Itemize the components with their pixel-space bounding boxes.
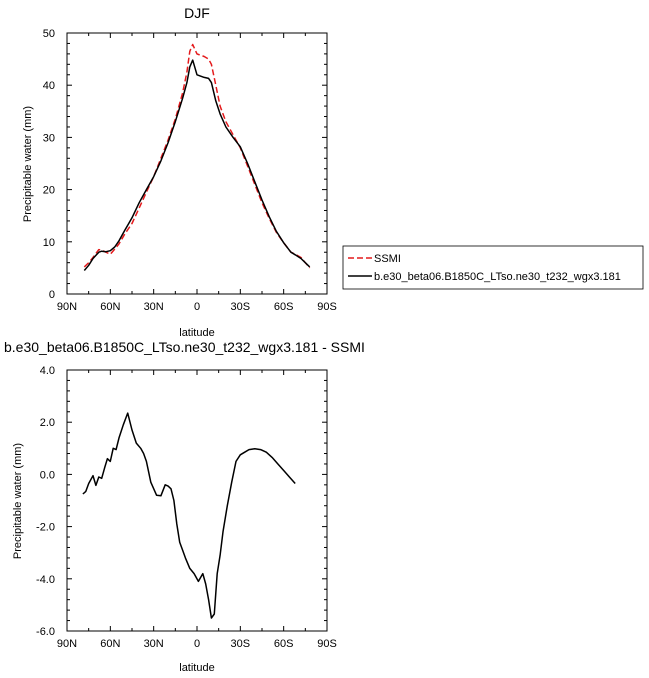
top-xtick-label: 0 bbox=[194, 301, 200, 313]
legend-box bbox=[342, 245, 644, 290]
legend: SSMI b.e30_beta06.B1850C_LTso.ne30_t232_… bbox=[342, 245, 644, 290]
bottom-xtick-label: 90S bbox=[317, 638, 337, 650]
top-series-line-1 bbox=[83, 59, 311, 271]
top-ytick-label: 50 bbox=[43, 28, 55, 40]
bottom-panel: b.e30_beta06.B1850C_LTso.ne30_t232_wgx3.… bbox=[4, 339, 365, 674]
top-ytick-label: 0 bbox=[49, 289, 55, 301]
bottom-ytick-label: -4.0 bbox=[36, 574, 55, 586]
top-xlabel: latitude bbox=[179, 327, 214, 339]
top-chart-title: DJF bbox=[184, 5, 210, 21]
top-ytick-label: 30 bbox=[43, 132, 55, 144]
bottom-ytick-label: 4.0 bbox=[40, 365, 55, 377]
top-ylabel: Precipitable water (mm) bbox=[22, 106, 34, 222]
top-ytick-label: 20 bbox=[43, 185, 55, 197]
bottom-xtick-label: 90N bbox=[57, 638, 77, 650]
legend-label-ssmi: SSMI bbox=[374, 253, 401, 265]
bottom-xtick-label: 60N bbox=[100, 638, 120, 650]
bottom-xtick-label: 60S bbox=[274, 638, 294, 650]
top-xtick-label: 60S bbox=[274, 301, 294, 313]
top-panel: DJF Precipitable water (mm) latitude 90N… bbox=[22, 5, 337, 339]
legend-label-model: b.e30_beta06.B1850C_LTso.ne30_t232_wgx3.… bbox=[374, 271, 621, 283]
bottom-xlabel: latitude bbox=[179, 662, 214, 674]
bottom-chart-title: b.e30_beta06.B1850C_LTso.ne30_t232_wgx3.… bbox=[4, 339, 365, 355]
top-series-line-0 bbox=[83, 43, 311, 269]
bottom-ytick-label: 2.0 bbox=[40, 417, 55, 429]
bottom-ytick-label: 0.0 bbox=[40, 469, 55, 481]
bottom-ytick-label: -6.0 bbox=[36, 626, 55, 638]
top-xtick-label: 30S bbox=[231, 301, 251, 313]
bottom-ylabel: Precipitable water (mm) bbox=[12, 443, 24, 559]
top-xtick-label: 60N bbox=[100, 301, 120, 313]
bottom-ytick-label: -2.0 bbox=[36, 522, 55, 534]
top-xtick-label: 30N bbox=[144, 301, 164, 313]
top-ytick-label: 10 bbox=[43, 237, 55, 249]
top-ytick-label: 40 bbox=[43, 80, 55, 92]
bottom-series-line-0 bbox=[82, 412, 296, 619]
top-xtick-label: 90S bbox=[317, 301, 337, 313]
bottom-xtick-label: 30N bbox=[144, 638, 164, 650]
bottom-xtick-label: 0 bbox=[194, 638, 200, 650]
bottom-xtick-label: 30S bbox=[231, 638, 251, 650]
bottom-plot-frame bbox=[66, 369, 328, 632]
top-xtick-label: 90N bbox=[57, 301, 77, 313]
